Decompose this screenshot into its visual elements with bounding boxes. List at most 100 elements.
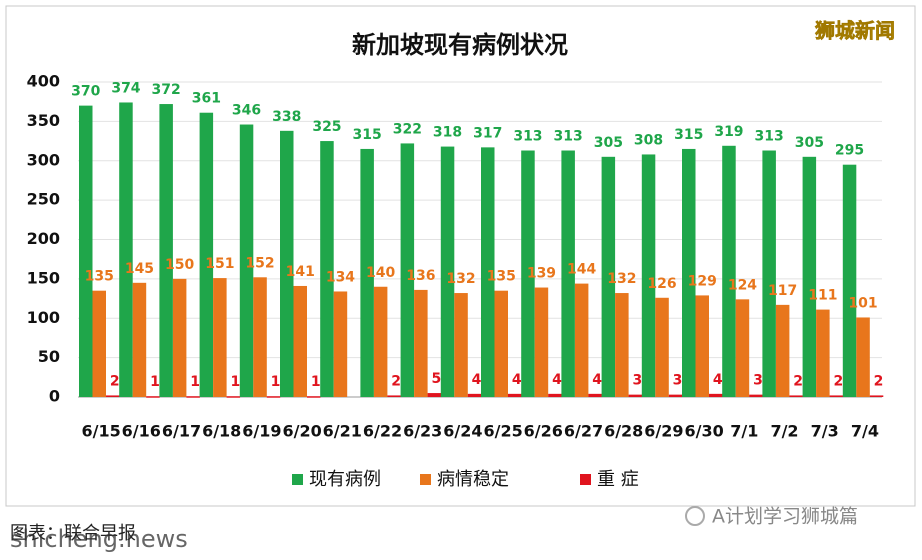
bar (253, 277, 267, 397)
value-label: 318 (433, 125, 462, 141)
bar (266, 396, 281, 398)
value-label: 139 (527, 266, 556, 282)
x-tick-label: 6/17 (162, 422, 201, 441)
bar (467, 393, 482, 397)
x-tick-label: 6/28 (604, 422, 643, 441)
bar (709, 393, 723, 397)
bar (414, 289, 428, 397)
value-label: 111 (808, 288, 837, 304)
account: A计划学习狮城篇 (712, 506, 858, 528)
bar (789, 395, 803, 397)
x-tick-label: 6/18 (202, 422, 241, 441)
bar (427, 393, 442, 397)
bar (842, 164, 857, 397)
bar (320, 141, 334, 397)
bar (307, 396, 321, 398)
value-label: 4 (713, 372, 723, 388)
x-tick-label: 6/27 (564, 422, 603, 441)
bar (199, 112, 214, 398)
x-tick-label: 6/30 (684, 422, 723, 441)
bar (628, 394, 643, 397)
y-tick-label: 400 (27, 72, 60, 91)
value-label: 3 (673, 373, 683, 389)
value-label: 372 (152, 82, 181, 98)
bar (816, 309, 830, 397)
value-label: 4 (472, 372, 482, 388)
bar (119, 102, 133, 397)
x-tick-label: 6/24 (443, 422, 482, 441)
y-tick-label: 250 (27, 190, 60, 209)
bar (172, 278, 187, 397)
value-label: 2 (391, 373, 401, 389)
y-tick-label: 150 (27, 268, 60, 287)
value-label: 361 (192, 91, 221, 107)
value-label: 308 (634, 132, 663, 148)
value-label: 325 (312, 119, 341, 135)
value-label: 1 (271, 374, 281, 390)
value-label: 135 (487, 269, 516, 285)
y-tick-label: 0 (49, 387, 60, 406)
value-label: 346 (232, 103, 261, 119)
bar (668, 394, 683, 397)
bar (695, 295, 709, 397)
legend-label: 病情稳定 (437, 469, 509, 490)
bar (481, 147, 495, 397)
bar (735, 299, 750, 397)
bar (213, 278, 227, 397)
wechat-icon (685, 506, 705, 526)
value-label: 4 (592, 372, 602, 388)
value-label: 140 (366, 265, 395, 281)
x-tick-label: 7/2 (770, 422, 798, 441)
bar (239, 124, 254, 398)
bar (106, 395, 120, 397)
value-label: 136 (406, 268, 435, 284)
value-label: 145 (125, 261, 154, 277)
value-label: 317 (473, 125, 502, 141)
value-label: 141 (286, 264, 315, 280)
legend-swatch (292, 474, 303, 485)
value-label: 129 (688, 273, 717, 289)
value-label: 305 (795, 135, 824, 151)
bar (373, 286, 388, 397)
value-label: 319 (714, 124, 743, 140)
value-label: 313 (554, 129, 583, 145)
value-label: 117 (768, 283, 797, 299)
y-tick-label: 100 (27, 308, 60, 327)
x-tick-label: 6/29 (644, 422, 683, 441)
value-label: 151 (205, 256, 234, 272)
watermark: 狮城新闻 (815, 19, 895, 43)
bar (440, 146, 455, 397)
bar (574, 283, 589, 397)
bar (534, 287, 549, 397)
value-label: 135 (85, 269, 114, 285)
x-tick-label: 6/15 (81, 422, 120, 441)
value-label: 313 (755, 129, 784, 145)
bar (521, 150, 535, 397)
value-label: 3 (632, 373, 642, 389)
x-tick-label: 6/23 (403, 422, 442, 441)
y-tick-label: 200 (27, 229, 60, 248)
value-label: 338 (272, 109, 301, 125)
value-label: 3 (753, 373, 763, 389)
bar (829, 395, 844, 397)
bar (722, 145, 736, 397)
y-tick-label: 350 (27, 111, 60, 130)
bar (360, 148, 374, 397)
legend-label: 重 症 (597, 469, 639, 490)
site-watermark: shicheng.news (10, 525, 188, 553)
bar (508, 393, 522, 397)
value-label: 1 (230, 374, 240, 390)
value-label: 370 (71, 84, 100, 100)
x-tick-label: 6/26 (524, 422, 563, 441)
bar (601, 156, 616, 397)
x-tick-label: 7/1 (730, 422, 758, 441)
bar (293, 285, 307, 397)
x-tick-label: 7/4 (851, 422, 879, 441)
value-label: 295 (835, 143, 864, 159)
x-tick-label: 6/19 (242, 422, 281, 441)
value-label: 2 (874, 373, 884, 389)
bar (655, 297, 669, 397)
bar (615, 293, 629, 397)
legend-swatch (420, 474, 431, 485)
legend-label: 现有病例 (309, 469, 381, 490)
